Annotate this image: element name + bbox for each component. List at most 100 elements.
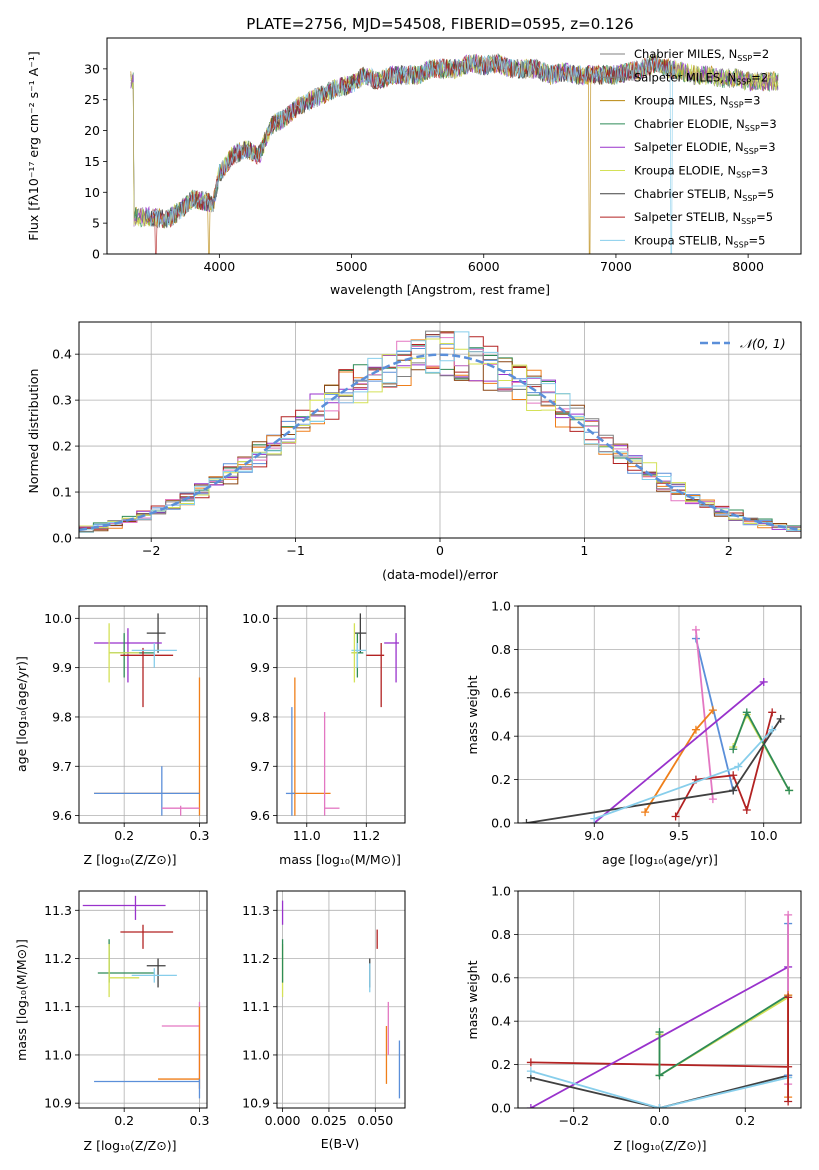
mass-ebv-xlabel: E(B-V) xyxy=(321,1136,360,1151)
spectrum-ytick-label: 20 xyxy=(84,123,100,138)
residuals-xlabel: (data-model)/error xyxy=(382,567,499,582)
weight-age-xlabel: age [log₁₀(age/yr)] xyxy=(602,852,718,867)
mass-vs-EBV-axes: 0.000 0.025 0.050 10.9 11.0 11.1 11.2 11.3 xyxy=(242,891,405,1128)
spectrum-xtick-label: 7000 xyxy=(600,259,632,274)
spectrum-ytick-label: 30 xyxy=(84,61,100,76)
mass-vs-EBV-ytick-label: 11.1 xyxy=(242,999,270,1014)
spectrum-legend: Chabrier MILES, NSSP=2 Salpeter MILES, NS… xyxy=(600,47,777,249)
spectrum-ytick-label: 0 xyxy=(92,247,100,262)
weight-series-line xyxy=(530,1070,789,1108)
age-vs-mass-ytick-label: 9.6 xyxy=(250,808,270,823)
mass-vs-Z-axes: 0.2 0.3 10.9 11.0 11.1 11.2 11.3 xyxy=(44,891,209,1128)
age-vs-mass-points xyxy=(285,613,400,816)
weight-vs-Z-ytick-label: 0.4 xyxy=(491,1014,511,1029)
weight-vs-age-frame xyxy=(517,605,802,824)
mass-vs-Z-ytick-label: 11.3 xyxy=(44,903,72,918)
age-vs-Z-axes: 0.2 0.3 9.6 9.7 9.8 9.9 10.0 xyxy=(44,606,209,843)
weight-point-marker xyxy=(655,1104,664,1108)
weight-age-ylabel: mass weight xyxy=(465,675,480,754)
mass-z-ylabel: mass [log₁₀(M/M⊙)] xyxy=(14,939,29,1061)
age-vs-Z-ytick-label: 10.0 xyxy=(44,611,72,626)
residuals-axes: −2 −1 0 1 2 0.0 0.1 0.2 0.3 0.4 xyxy=(52,322,801,558)
legend-entry: 𝒩(0, 1) xyxy=(740,336,786,351)
spectrum-series-line xyxy=(146,54,676,229)
mass-vs-Z-ytick-label: 11.0 xyxy=(44,1047,72,1062)
weight-point-marker xyxy=(784,910,793,919)
weight-vs-Z-lines xyxy=(526,910,793,1108)
weight-vs-age-ytick-label: 0.8 xyxy=(491,642,511,657)
weight-point-marker xyxy=(784,993,793,1002)
spectrum-axes: 4000 5000 6000 7000 8000 0 5 10 15 20 25 30 xyxy=(84,61,764,274)
residuals-ytick-label: 0.4 xyxy=(52,347,72,362)
age-vs-mass-xtick-label: 11.0 xyxy=(293,828,321,843)
weight-point-marker xyxy=(785,786,794,795)
weight-vs-Z-ytick-label: 0.8 xyxy=(491,927,511,942)
age-vs-Z-ytick-label: 9.7 xyxy=(52,759,72,774)
weight-point-marker xyxy=(729,786,738,795)
weight-series-line xyxy=(695,629,714,800)
residuals-frame xyxy=(78,321,802,539)
age-z-xlabel: Z [log₁₀(Z/Z⊙)] xyxy=(84,852,177,867)
legend-entry: Kroupa ELODIE, NSSP=3 xyxy=(634,164,768,180)
weight-point-marker xyxy=(708,706,717,715)
weight-vs-age-xtick-label: 9.5 xyxy=(669,828,689,843)
weight-vs-age-axes: 9.0 9.5 10.0 0.0 0.2 0.4 0.6 0.8 1.0 xyxy=(491,599,801,843)
legend-entry: Chabrier ELODIE, NSSP=3 xyxy=(634,117,777,133)
legend-entry: Chabrier MILES, NSSP=2 xyxy=(634,47,769,63)
age-vs-mass-ytick-label: 9.9 xyxy=(250,660,270,675)
spectrum-xtick-label: 8000 xyxy=(732,259,764,274)
mass-vs-Z-ytick-label: 11.2 xyxy=(44,951,72,966)
weight-series-line xyxy=(593,681,765,823)
spectrum-ytick-label: 5 xyxy=(92,216,100,231)
residuals-ytick-label: 0.1 xyxy=(52,485,72,500)
mass-vs-EBV-points xyxy=(281,900,401,1099)
mass-vs-Z-ytick-label: 10.9 xyxy=(44,1096,72,1111)
age-vs-mass-ytick-label: 9.7 xyxy=(250,759,270,774)
weight-vs-age-ytick-label: 0.4 xyxy=(491,729,511,744)
residuals-xtick-label: 2 xyxy=(725,543,733,558)
figure-title: PLATE=2756, MJD=54508, FIBERID=0595, z=0… xyxy=(246,15,633,33)
age-vs-Z-points xyxy=(94,613,201,816)
weight-point-marker xyxy=(526,1104,535,1108)
age-vs-mass-ytick-label: 9.8 xyxy=(250,709,270,724)
age-vs-Z-ytick-label: 9.8 xyxy=(52,709,72,724)
residuals-xtick-label: 1 xyxy=(580,543,588,558)
weight-point-marker xyxy=(729,771,738,780)
spectrum-series-line xyxy=(146,54,676,254)
age-z-ylabel: age [log₁₀(age/yr)] xyxy=(14,656,29,772)
residuals-ylabel: Normed distribution xyxy=(26,369,41,494)
weight-vs-Z-ytick-label: 1.0 xyxy=(491,884,511,899)
age-vs-Z-ytick-label: 9.9 xyxy=(52,660,72,675)
age-vs-mass-ytick-label: 10.0 xyxy=(242,611,270,626)
age-vs-Z-ytick-label: 9.6 xyxy=(52,808,72,823)
mass-vs-EBV-ytick-label: 10.9 xyxy=(242,1096,270,1111)
legend-entry: Salpeter MILES, NSSP=2 xyxy=(634,70,768,86)
mass-vs-EBV-ytick-label: 11.0 xyxy=(242,1047,270,1062)
weight-vs-Z-ytick-label: 0.0 xyxy=(491,1101,511,1116)
weight-vs-Z-xtick-label: 0.2 xyxy=(735,1113,755,1128)
age-vs-Z-frame xyxy=(78,605,208,824)
mass-vs-Z-xtick-label: 0.2 xyxy=(114,1113,134,1128)
age-vs-mass-xtick-label: 11.2 xyxy=(352,828,380,843)
weight-series-line xyxy=(658,994,789,1078)
spectrum-ylabel: Flux [fλ10⁻¹⁷ erg cm⁻² s⁻¹ A⁻¹] xyxy=(26,51,41,240)
weight-point-marker xyxy=(590,814,599,823)
weight-point-marker xyxy=(691,725,700,734)
spectrum-series-line xyxy=(146,54,676,254)
mass-vs-Z-points xyxy=(82,895,201,1099)
spectrum-xtick-label: 4000 xyxy=(203,259,235,274)
weight-point-marker xyxy=(526,1067,535,1076)
mass-vs-EBV-ytick-label: 11.3 xyxy=(242,903,270,918)
weight-point-marker xyxy=(655,1028,664,1037)
spectrum-xlabel: wavelength [Angstrom, rest frame] xyxy=(330,282,550,297)
weight-point-marker xyxy=(759,677,768,686)
mass-vs-Z-xtick-label: 0.3 xyxy=(190,1113,210,1128)
legend-entry: Kroupa STELIB, NSSP=5 xyxy=(634,233,765,249)
weight-point-marker xyxy=(768,708,777,717)
weight-point-marker xyxy=(522,819,531,823)
legend-entry: Salpeter ELODIE, NSSP=3 xyxy=(634,140,776,156)
age-vs-mass-axes: 11.0 11.2 9.6 9.7 9.8 9.9 10.0 xyxy=(242,606,405,843)
mass-vs-EBV-xtick-label: 0.025 xyxy=(311,1113,347,1128)
legend-entry: Salpeter STELIB, NSSP=5 xyxy=(634,210,773,226)
